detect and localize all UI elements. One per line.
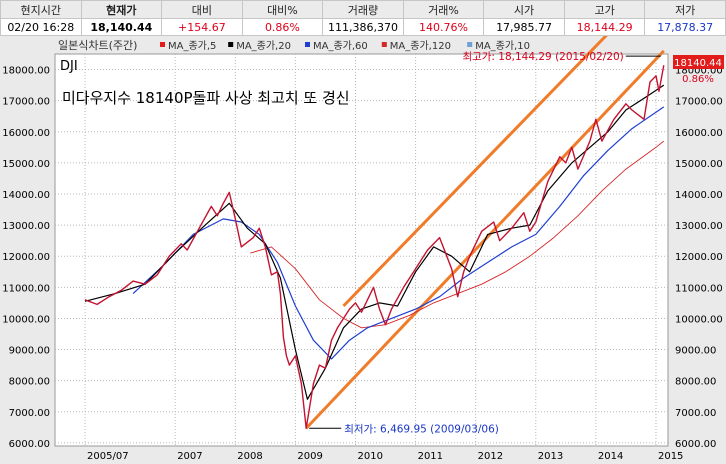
quote-change-pct: 0.86% <box>241 18 324 36</box>
y-tick-left: 6000.00 <box>9 439 50 450</box>
current-price-badge <box>673 55 724 69</box>
quote-header-high: 고가 <box>563 0 646 19</box>
legend-label-1: MA_종가,20 <box>236 40 291 52</box>
x-tick: 2010 <box>357 451 382 462</box>
quote-change: +154.67 <box>161 18 243 36</box>
current-change-value: 0.86% <box>682 74 714 85</box>
chart-panel[interactable]: 6000.00 7000.00 8000.00 9000.00 10000.00 1100… <box>0 36 726 464</box>
y-tick-left: 10000.00 <box>2 314 50 325</box>
legend-swatch-1 <box>228 42 234 47</box>
price-chart[interactable]: 6000.00 7000.00 8000.00 9000.00 10000.00 1100… <box>0 36 726 464</box>
quote-header-row: 현지시간 현재가 대비 대비% 거래량 거래% 시가 고가 저가 <box>0 0 726 19</box>
plot-area[interactable] <box>54 53 669 447</box>
channel-line-1 <box>342 36 608 308</box>
quote-header-current: 현재가 <box>80 0 163 19</box>
y-tick-right: 10000.00 <box>675 314 723 325</box>
current-price-value: 18140.44 <box>674 58 722 69</box>
legend-label-0: MA_종가,5 <box>168 40 216 52</box>
y-tick-left: 9000.00 <box>9 346 50 357</box>
legend-swatch-3 <box>381 42 387 47</box>
x-tick: 2005/07 <box>87 451 129 462</box>
y-tick-right: 15000.00 <box>675 159 723 170</box>
quote-header-volume: 거래량 <box>322 0 404 19</box>
y-tick-left: 13000.00 <box>2 221 50 232</box>
x-tick: 2008 <box>237 451 262 462</box>
quote-header-change-pct: 대비% <box>241 0 324 19</box>
legend: MA_종가,5 MA_종가,20 MA_종가,60 MA_종가,120 MA_종가,10 <box>160 40 530 52</box>
y-tick-left: 16000.00 <box>2 128 50 139</box>
quote-low: 17,878.37 <box>644 18 726 36</box>
y-tick-left: 7000.00 <box>9 408 50 419</box>
quote-header-time: 현지시간 <box>0 0 82 19</box>
quote-table: 현지시간 현재가 대비 대비% 거래량 거래% 시가 고가 저가 02/20 1… <box>0 0 726 36</box>
low-annotation: 최저가: 6,469.95 (2009/03/06) <box>344 423 499 435</box>
legend-swatch-0 <box>160 42 165 47</box>
legend-swatch-4 <box>467 42 473 47</box>
x-axis: 2005/07 2007 2008 2009 2010 2011 2012 2013 2014 2… <box>87 451 683 462</box>
symbol-label: DJI <box>60 59 78 74</box>
x-tick: 2012 <box>478 451 503 462</box>
y-tick-left: 12000.00 <box>2 252 50 263</box>
x-tick: 2011 <box>418 451 443 462</box>
y-axis-right: 6000.00 7000.00 8000.00 9000.00 10000.00 1100… <box>675 66 723 450</box>
x-tick: 2009 <box>297 451 322 462</box>
x-tick: 2015 <box>658 451 683 462</box>
quote-value-row: 02/20 16:28 18,140.44 +154.67 0.86% 111,… <box>0 18 726 36</box>
y-tick-right: 7000.00 <box>675 408 716 419</box>
y-tick-left: 8000.00 <box>9 377 50 388</box>
y-tick-right: 13000.00 <box>675 221 723 232</box>
quote-current: 18,140.44 <box>80 18 163 36</box>
legend-label-2: MA_종가,60 <box>313 40 368 52</box>
series-line-1 <box>132 106 665 360</box>
y-tick-left: 14000.00 <box>2 190 50 201</box>
y-tick-left: 18000.00 <box>2 66 50 77</box>
price-series <box>84 65 665 429</box>
x-tick: 2007 <box>177 451 202 462</box>
high-annotation: 최고가: 18,144.29 (2015/02/20) <box>462 51 623 63</box>
y-tick-right: 17000.00 <box>675 97 723 108</box>
y-tick-right: 18000.00 <box>675 66 723 77</box>
legend-swatch-2 <box>305 42 310 47</box>
quote-open: 17,985.77 <box>483 18 565 36</box>
quote-header-volume-pct: 거래% <box>402 0 485 19</box>
y-tick-left: 11000.00 <box>2 283 50 294</box>
y-tick-right: 6000.00 <box>675 439 716 450</box>
series-line-3 <box>84 65 665 429</box>
y-tick-right: 16000.00 <box>675 128 723 139</box>
quote-header-change: 대비 <box>161 0 243 19</box>
quote-header-open: 시가 <box>483 0 565 19</box>
y-axis-left: 6000.00 7000.00 8000.00 9000.00 10000.00 1100… <box>2 66 50 450</box>
y-tick-right: 8000.00 <box>675 377 716 388</box>
headline: 미다우지수 18140P돌파 사상 최고치 또 경신 <box>62 89 350 107</box>
quote-volume-pct: 140.76% <box>402 18 485 36</box>
quote-time: 02/20 16:28 <box>0 18 82 36</box>
x-tick: 2014 <box>598 451 623 462</box>
quote-high: 18,144.29 <box>563 18 646 36</box>
y-tick-right: 12000.00 <box>675 252 723 263</box>
y-tick-right: 14000.00 <box>675 190 723 201</box>
quote-header-low: 저가 <box>644 0 726 19</box>
legend-label-4: MA_종가,10 <box>475 40 530 52</box>
quote-volume: 111,386,370 <box>322 18 404 36</box>
y-tick-left: 17000.00 <box>2 97 50 108</box>
y-tick-right: 9000.00 <box>675 346 716 357</box>
y-tick-left: 15000.00 <box>2 159 50 170</box>
y-tick-right: 11000.00 <box>675 283 723 294</box>
x-tick: 2013 <box>538 451 563 462</box>
legend-title: 일본식차트(주간) <box>58 38 137 52</box>
legend-label-3: MA_종가,120 <box>390 40 451 52</box>
